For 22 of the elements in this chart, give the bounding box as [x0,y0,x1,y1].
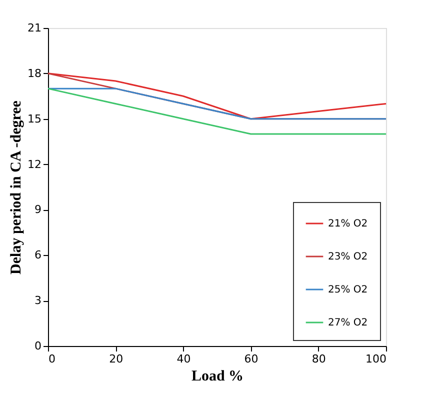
x-tick-label: 80 [312,352,326,366]
x-tick-label: 20 [109,352,124,366]
y-tick-label: 12 [28,158,42,171]
x-axis-title: Load % [191,368,244,384]
legend-label: 21% O2 [328,218,368,230]
x-tick-label: 0 [48,352,56,366]
x-tick-label: 40 [176,352,191,366]
legend-label: 25% O2 [328,284,368,296]
y-tick-label: 0 [34,340,42,352]
x-tick-label: 60 [244,352,258,366]
line-series [47,88,387,135]
line-series [47,72,387,120]
legend-label: 27% O2 [328,318,368,328]
y-tick-label: 9 [34,203,42,216]
y-tick-label: 15 [28,112,42,126]
legend-label: 23% O2 [328,252,368,262]
y-tick-label: 3 [34,294,42,308]
y-tick-label: 18 [28,66,42,80]
x-tick-label: 100 [366,352,386,366]
y-axis-title: Delay period in CA -degree [8,100,25,274]
y-tick-label: 6 [34,248,42,262]
y-tick-label: 21 [28,22,42,34]
